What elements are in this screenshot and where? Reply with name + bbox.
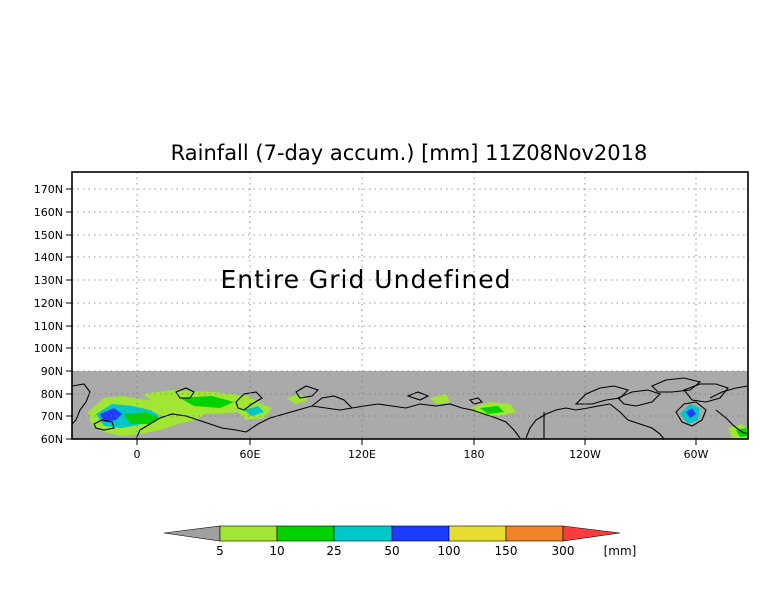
coast-ellesmere [683,383,729,403]
coast-greenland-south [715,409,749,435]
lon-label-120w: 120W [569,448,601,461]
colorbar-low-arrow [163,525,221,542]
colorbar-bin-5-10 [219,525,278,542]
colorbar-label-300: 300 [552,544,575,558]
lat-label-80n: 80N [41,388,63,401]
graticule [72,172,748,439]
rain-patch-bering-core [480,406,504,414]
coast-canadian-archipelago-2 [617,389,662,407]
colorbar-high-arrow [562,525,621,542]
coast-wrangel [468,397,484,405]
colorbar-bin-100-150 [448,525,507,542]
lon-label-0: 0 [134,448,141,461]
coast-norway [135,413,247,440]
coast-taymyr [311,395,353,409]
coast-hudson-bay [609,403,665,440]
lon-tick-marks [136,439,697,445]
lon-labels: 0 60E 120E 180 120W 60W [134,448,709,461]
map-panel: 170N 160N 150N 140N 130N 120N 110N 100N … [34,171,749,461]
rain-patch-kara-core [244,406,264,416]
lon-label-60e: 60E [240,448,261,461]
colorbar-bin-50-100 [391,525,450,542]
lat-label-150n: 150N [34,229,63,242]
lat-label-60n: 60N [41,433,63,446]
coast-alaska [525,403,611,439]
colorbar-bin-150-300 [505,525,564,542]
lat-label-160n: 160N [34,206,63,219]
rainfall-patches [88,390,748,438]
rain-patch-siberia [286,394,308,404]
lon-label-60w: 60W [684,448,709,461]
lat-label-100n: 100N [34,342,63,355]
undefined-grid-message: Entire Grid Undefined [220,265,511,294]
colorbar: 5 10 25 50 100 150 300 [mm] [163,525,637,558]
coastlines [71,377,749,440]
lat-label-170n: 170N [34,183,63,196]
rain-patch-baffin-heavy [686,408,696,418]
colorbar-bin-10-25 [276,525,335,542]
map-frame [71,171,749,440]
rain-patch-laptev [430,394,450,404]
coast-new-siberian [406,391,430,401]
colorbar-label-50: 50 [384,544,399,558]
rain-patch-barents-core [180,396,234,408]
lon-label-120e: 120E [348,448,376,461]
colorbar-label-5: 5 [216,544,224,558]
coast-severnaya [295,385,320,399]
colorbar-label-25: 25 [326,544,341,558]
lat-label-110n: 110N [34,320,63,333]
colorbar-unit: [mm] [604,544,637,558]
lat-label-130n: 130N [34,274,63,287]
colorbar-label-10: 10 [269,544,284,558]
lat-label-90n: 90N [41,365,63,378]
coast-novaya-zemlya [235,391,263,411]
lat-label-120n: 120N [34,297,63,310]
colorbar-label-150: 150 [495,544,518,558]
rain-patch-atlantic-heavy [100,408,122,422]
lat-label-140n: 140N [34,251,63,264]
colorbar-label-100: 100 [438,544,461,558]
lat-labels: 170N 160N 150N 140N 130N 120N 110N 100N … [34,183,63,446]
coast-siberia-east [377,403,521,439]
coast-greenland-west [709,385,749,399]
coast-svalbard [175,387,195,399]
coast-iceland [93,419,115,431]
coast-greenland-east [71,383,91,425]
colorbar-bin-25-50 [333,525,393,542]
coast-baffin [675,401,707,427]
rain-patch-iceland-green [124,412,160,424]
coast-canadian-archipelago-1 [574,385,630,405]
lon-label-180: 180 [464,448,485,461]
map-title: Rainfall (7-day accum.) [mm] 11Z08Nov201… [171,141,648,165]
lat-tick-marks [66,188,72,440]
lat-label-70n: 70N [41,410,63,423]
